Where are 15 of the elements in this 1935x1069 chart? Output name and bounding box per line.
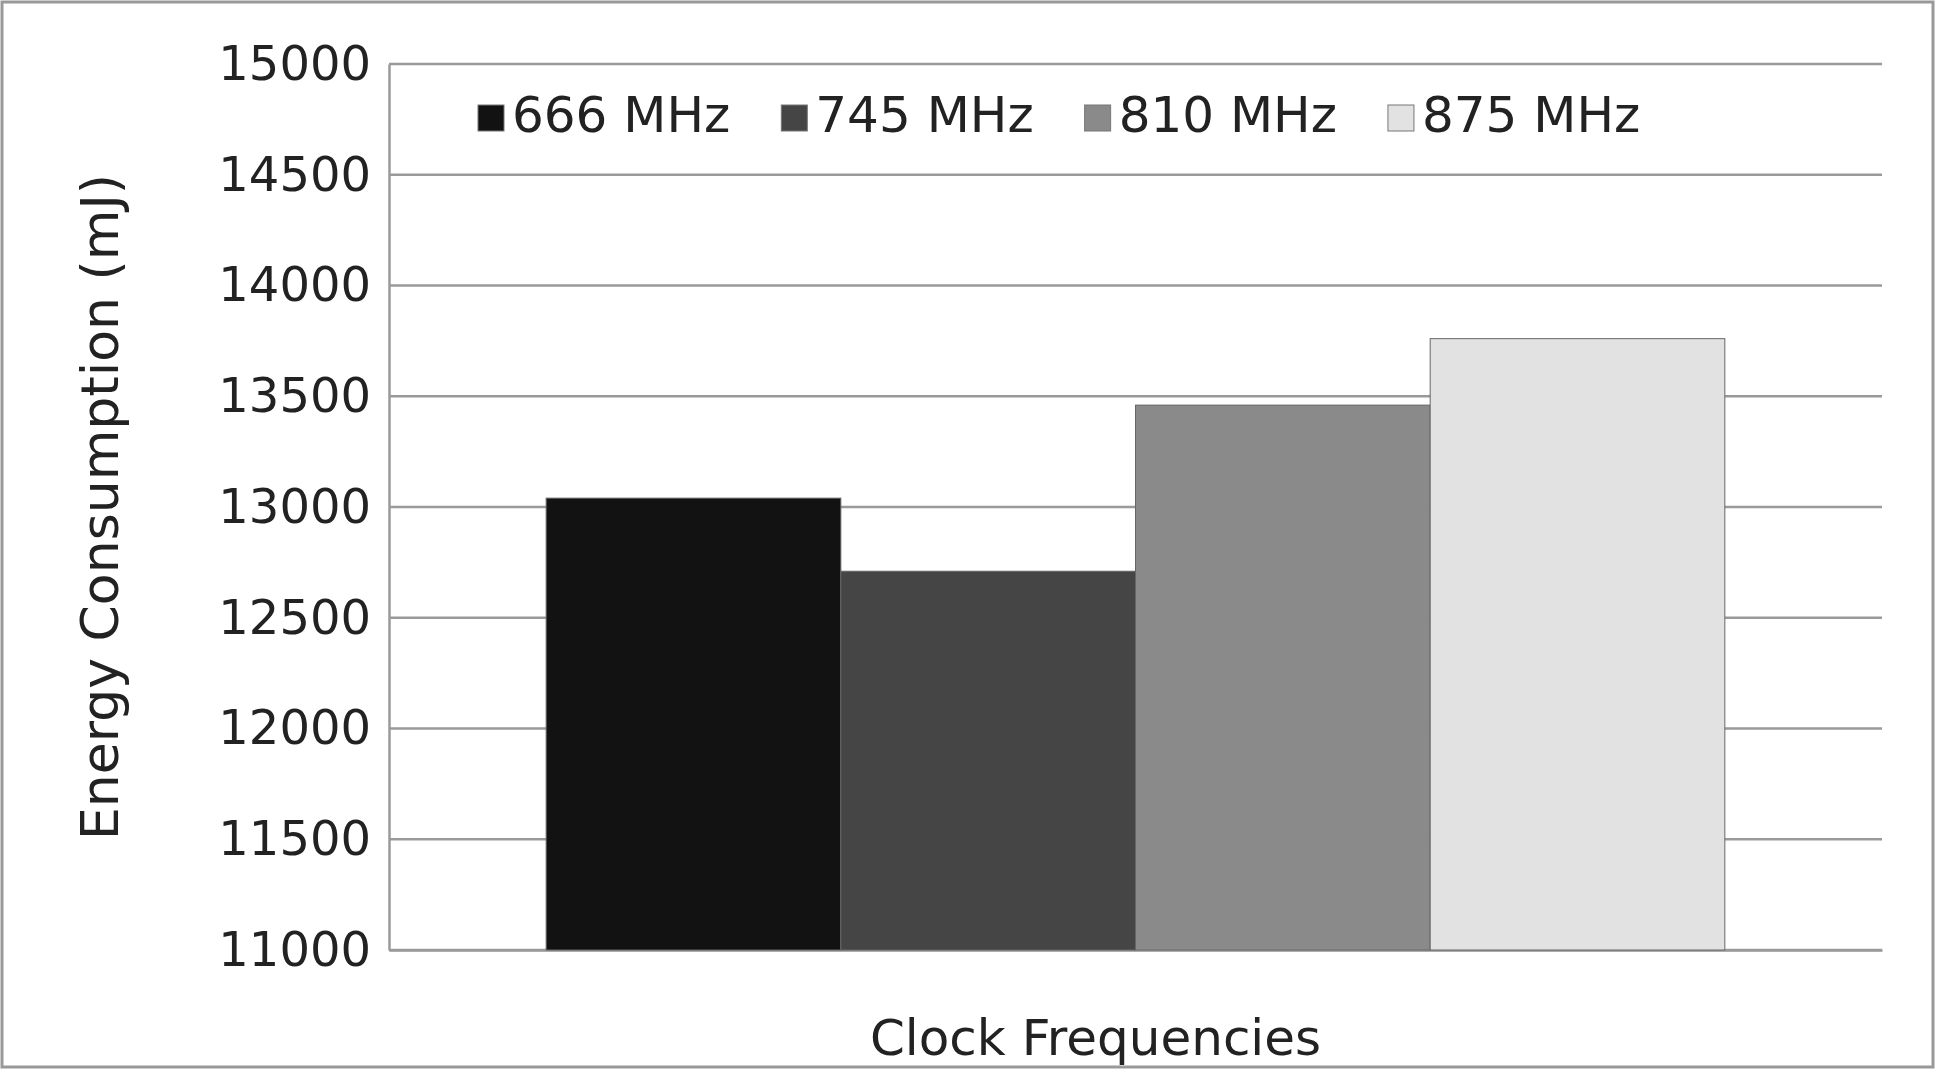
y-axis-title: Energy Consumption (mJ) [70,173,130,841]
y-tick-label: 11000 [218,920,371,977]
y-tick-label: 11500 [218,810,371,867]
y-tick-label: 13500 [218,367,371,424]
legend-label: 875 MHz [1421,86,1641,144]
y-tick-label: 13000 [218,477,371,534]
y-tick-label: 14500 [218,145,371,202]
legend-label: 666 MHz [512,86,731,144]
y-tick-label: 15000 [218,34,371,91]
y-tick-label: 12500 [218,588,371,645]
legend-label: 745 MHz [815,86,1034,144]
y-tick-label: 12000 [218,699,371,756]
y-tick-label: 14000 [218,256,371,313]
x-axis-title: Clock Frequencies [869,1009,1322,1067]
legend-label: 810 MHz [1118,86,1337,144]
